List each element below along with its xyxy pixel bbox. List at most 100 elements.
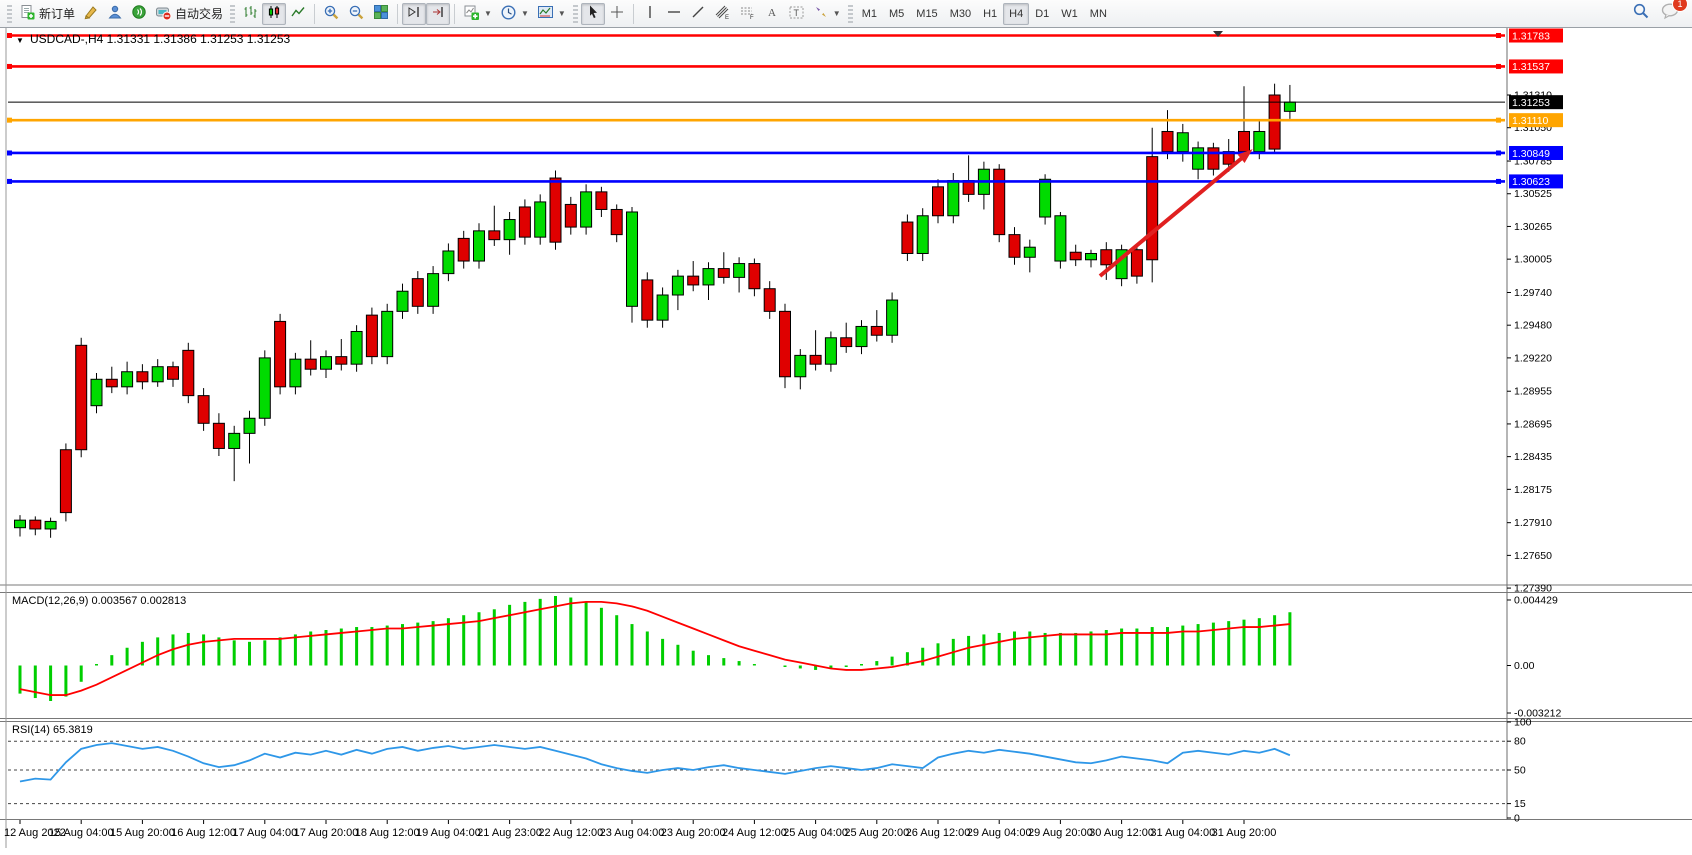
price-tick-label: 1.27390 xyxy=(1514,583,1552,595)
candle xyxy=(182,349,195,397)
tab-m30[interactable]: M30 xyxy=(949,7,972,20)
auto-trading-button[interactable]: 自动交易 xyxy=(151,3,227,25)
chart-background xyxy=(0,28,1692,850)
text-a-icon: A xyxy=(765,4,779,23)
tile-windows-button[interactable] xyxy=(369,3,393,25)
tab-d1[interactable]: D1 xyxy=(1035,7,1050,20)
rsi-pane: 100 80 50 15 0 xyxy=(8,717,1532,825)
candle xyxy=(1176,132,1189,153)
trendline-icon xyxy=(690,4,706,23)
rsi-tick-label: 100 xyxy=(1514,717,1532,729)
candle xyxy=(59,449,72,514)
price-tick-label: 1.27910 xyxy=(1514,517,1552,529)
time-label: 25 Aug 04:00 xyxy=(783,827,848,839)
tab-m15[interactable]: M15 xyxy=(916,7,938,20)
periods-button[interactable]: ▼ xyxy=(496,3,533,25)
candle xyxy=(1069,251,1082,261)
bar-chart-mode-button[interactable] xyxy=(238,3,262,25)
candle xyxy=(794,354,807,378)
indicators-button[interactable]: ▼ xyxy=(459,3,496,25)
price-tick-label: 1.30525 xyxy=(1514,188,1552,200)
candle xyxy=(1130,249,1143,277)
rsi-tick-label: 80 xyxy=(1514,736,1526,748)
chart-shift-button[interactable] xyxy=(402,2,427,25)
auto-trading-icon xyxy=(155,4,172,24)
search-icon[interactable] xyxy=(1632,2,1650,25)
crosshair-tool-button[interactable] xyxy=(605,3,629,25)
candle xyxy=(121,371,134,388)
equidistant-channel-tool-button[interactable]: E xyxy=(710,3,735,25)
text-label-tool-button[interactable]: T xyxy=(784,3,809,25)
hline-handle[interactable] xyxy=(1496,117,1501,123)
cursor-tool-button[interactable] xyxy=(580,2,605,25)
notifications-button[interactable]: 1 xyxy=(1660,0,1688,25)
zoom-out-icon xyxy=(348,4,365,24)
time-label: 21 Aug 23:00 xyxy=(477,827,542,839)
hline-handle[interactable] xyxy=(1496,178,1501,184)
candle xyxy=(14,519,26,529)
time-label: 24 Aug 12:00 xyxy=(722,827,787,839)
candle xyxy=(258,357,271,419)
hline-handle[interactable] xyxy=(7,63,12,69)
toolbar-grip xyxy=(7,4,12,23)
hline-handle[interactable] xyxy=(1496,63,1501,69)
arrows-tool-button[interactable]: ▼ xyxy=(809,3,845,25)
trend-arrow[interactable] xyxy=(1098,151,1250,278)
auto-scroll-button[interactable] xyxy=(426,2,451,25)
styler-button[interactable] xyxy=(79,3,103,25)
horizontal-line-tool-button[interactable] xyxy=(662,3,686,25)
hline-handle[interactable] xyxy=(1496,33,1501,39)
text-tool-button[interactable]: A xyxy=(760,3,784,25)
tab-w1[interactable]: W1 xyxy=(1061,7,1078,20)
zoom-in-button[interactable] xyxy=(319,3,344,25)
candle xyxy=(274,320,287,388)
sound-icon xyxy=(131,4,147,23)
trendline-tool-button[interactable] xyxy=(686,3,710,25)
chart-shift-icon xyxy=(406,4,422,23)
hline-handle[interactable] xyxy=(7,178,12,184)
svg-text:T: T xyxy=(793,8,799,18)
horizontal-line-icon xyxy=(666,4,682,23)
candlestick-mode-button[interactable] xyxy=(262,2,287,25)
hline-handle[interactable] xyxy=(7,117,12,123)
time-axis[interactable] xyxy=(19,820,1245,824)
candle xyxy=(687,275,700,286)
tab-m1[interactable]: M1 xyxy=(861,7,877,20)
chart-canvas[interactable]: ▼ USDCAD-,H4 1.31331 1.31386 1.31253 1.31… xyxy=(0,28,1692,850)
candle xyxy=(1222,151,1235,165)
templates-button[interactable]: ▼ xyxy=(533,3,570,25)
vertical-line-tool-button[interactable] xyxy=(638,3,662,25)
time-label: 26 Aug 12:00 xyxy=(906,827,971,839)
fibonacci-tool-button[interactable]: F xyxy=(735,3,760,25)
chevron-down-icon: ▼ xyxy=(832,9,841,18)
candle xyxy=(1253,130,1266,153)
trend-arrow-head[interactable] xyxy=(1237,149,1253,163)
price-tick-label: 1.28955 xyxy=(1514,386,1552,398)
toolbar-separator xyxy=(632,3,634,24)
hline-handle[interactable] xyxy=(1496,150,1501,156)
zoom-out-button[interactable] xyxy=(344,3,369,25)
new-order-button[interactable]: 新订单 xyxy=(15,3,79,25)
tab-h4[interactable]: H4 xyxy=(1003,2,1030,25)
candle xyxy=(75,344,88,451)
hline-handle[interactable] xyxy=(7,33,12,39)
candle xyxy=(136,371,149,383)
profile-button[interactable] xyxy=(103,3,127,25)
toolbar-grip xyxy=(572,4,578,23)
rsi-tick-label: 15 xyxy=(1514,798,1526,810)
hlines-layer xyxy=(7,33,1505,278)
candle xyxy=(1192,147,1205,170)
candle xyxy=(289,358,302,388)
macd-tick-label: -0.003212 xyxy=(1514,708,1561,720)
tab-m5[interactable]: M5 xyxy=(889,7,905,20)
price-tick-label: 1.28695 xyxy=(1514,418,1552,430)
candle xyxy=(105,378,118,388)
tab-mn[interactable]: MN xyxy=(1089,7,1107,20)
tab-h1[interactable]: H1 xyxy=(983,7,998,20)
candle xyxy=(381,310,394,358)
hline-handle[interactable] xyxy=(7,150,12,156)
sound-button[interactable] xyxy=(127,3,151,25)
candle xyxy=(365,314,378,358)
svg-text:A: A xyxy=(768,7,776,19)
line-chart-mode-button[interactable] xyxy=(286,3,310,25)
